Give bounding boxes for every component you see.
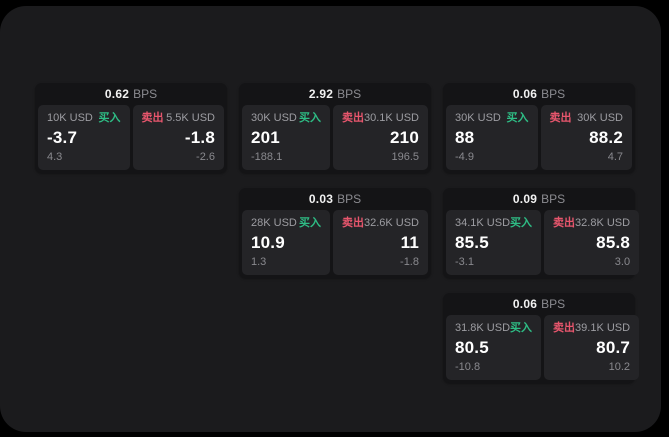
buy-tile[interactable]: 31.8K USD 买入 80.5 -10.8 xyxy=(446,315,542,380)
buy-side-label: 买入 xyxy=(98,112,121,124)
quote-card: 0.03 BPS 28K USD 买入 10.9 1.3 卖出 xyxy=(239,188,431,278)
bps-header: 0.09 BPS xyxy=(446,188,632,210)
buy-tile[interactable]: 30K USD 买入 88 -4.9 xyxy=(446,105,538,170)
sell-tile[interactable]: 卖出 32.8K USD 85.8 3.0 xyxy=(544,210,640,275)
bps-header: 2.92 BPS xyxy=(242,83,428,105)
buy-tile[interactable]: 28K USD 买入 10.9 1.3 xyxy=(242,210,330,275)
quote-body: 30K USD 买入 88 -4.9 卖出 30K USD 88.2 4.7 xyxy=(446,105,632,170)
bps-header: 0.06 BPS xyxy=(446,83,632,105)
sell-side-label: 卖出 xyxy=(553,217,576,229)
bps-value: 0.06 xyxy=(512,297,538,311)
buy-side-label: 买入 xyxy=(510,322,533,334)
sell-change: 196.5 xyxy=(391,151,419,163)
buy-change: -3.1 xyxy=(455,256,474,268)
buy-side-label: 买入 xyxy=(298,112,321,124)
sell-side-label: 卖出 xyxy=(141,112,164,124)
buy-amount: 30K USD xyxy=(251,112,297,124)
sell-price: 85.8 xyxy=(596,233,631,252)
buy-amount: 10K USD xyxy=(47,112,93,124)
sell-price: 88.2 xyxy=(589,128,623,147)
quotes-panel: 0.62 BPS 10K USD 买入 -3.7 4.3 卖出 xyxy=(0,6,661,432)
buy-tile[interactable]: 34.1K USD 买入 85.5 -3.1 xyxy=(446,210,542,275)
sell-amount: 32.8K USD xyxy=(575,217,631,229)
bps-value: 0.06 xyxy=(512,87,538,101)
buy-amount: 30K USD xyxy=(455,112,501,124)
sell-side-label: 卖出 xyxy=(341,112,364,124)
sell-change: 10.2 xyxy=(608,361,631,373)
buy-price: -3.7 xyxy=(47,128,78,147)
sell-amount: 32.6K USD xyxy=(363,217,419,229)
bps-unit: BPS xyxy=(541,297,566,311)
sell-change: -1.8 xyxy=(400,256,419,268)
sell-side-label: 卖出 xyxy=(549,112,572,124)
quote-card: 0.06 BPS 31.8K USD 买入 80.5 -10.8 卖 xyxy=(443,293,640,383)
bps-header: 0.06 BPS xyxy=(446,293,632,315)
sell-amount: 30K USD xyxy=(577,112,623,124)
bps-header: 0.62 BPS xyxy=(38,83,224,105)
sell-change: 3.0 xyxy=(614,256,631,268)
sell-amount: 5.5K USD xyxy=(166,112,215,124)
bps-value: 0.62 xyxy=(104,87,130,101)
buy-price: 201 xyxy=(251,128,280,147)
buy-side-label: 买入 xyxy=(510,217,533,229)
buy-price: 80.5 xyxy=(455,338,489,357)
buy-amount: 31.8K USD xyxy=(455,322,511,334)
buy-tile[interactable]: 10K USD 买入 -3.7 4.3 xyxy=(38,105,130,170)
quote-card: 2.92 BPS 30K USD 买入 201 -188.1 卖出 xyxy=(239,83,431,173)
bps-unit: BPS xyxy=(541,87,566,101)
buy-price: 88 xyxy=(455,128,475,147)
sell-tile[interactable]: 卖出 5.5K USD -1.8 -2.6 xyxy=(132,105,224,170)
buy-price: 85.5 xyxy=(455,233,489,252)
quotes-grid: 0.62 BPS 10K USD 买入 -3.7 4.3 卖出 xyxy=(35,83,640,383)
bps-unit: BPS xyxy=(541,192,566,206)
quote-body: 31.8K USD 买入 80.5 -10.8 卖出 39.1K USD 80.… xyxy=(446,315,640,380)
sell-side-label: 卖出 xyxy=(341,217,364,229)
sell-price: -1.8 xyxy=(184,128,215,147)
quote-card: 0.09 BPS 34.1K USD 买入 85.5 -3.1 卖出 xyxy=(443,188,640,278)
quote-card: 0.06 BPS 30K USD 买入 88 -4.9 卖出 xyxy=(443,83,635,173)
sell-price: 80.7 xyxy=(596,338,631,357)
quote-card: 0.62 BPS 10K USD 买入 -3.7 4.3 卖出 xyxy=(35,83,227,173)
sell-change: 4.7 xyxy=(607,151,623,163)
quote-body: 34.1K USD 买入 85.5 -3.1 卖出 32.8K USD 85.8… xyxy=(446,210,640,275)
bps-unit: BPS xyxy=(133,87,158,101)
bps-value: 0.03 xyxy=(308,192,334,206)
quote-body: 30K USD 买入 201 -188.1 卖出 30.1K USD 210 1… xyxy=(242,105,428,170)
buy-change: 1.3 xyxy=(251,256,267,268)
sell-change: -2.6 xyxy=(196,151,215,163)
buy-price: 10.9 xyxy=(251,233,285,252)
buy-amount: 28K USD xyxy=(251,217,297,229)
buy-tile[interactable]: 30K USD 买入 201 -188.1 xyxy=(242,105,330,170)
bps-header: 0.03 BPS xyxy=(242,188,428,210)
buy-side-label: 买入 xyxy=(506,112,529,124)
sell-amount: 39.1K USD xyxy=(575,322,631,334)
sell-tile[interactable]: 卖出 32.6K USD 11 -1.8 xyxy=(332,210,428,275)
sell-side-label: 卖出 xyxy=(553,322,576,334)
quote-body: 28K USD 买入 10.9 1.3 卖出 32.6K USD 11 -1.8 xyxy=(242,210,428,275)
buy-amount: 34.1K USD xyxy=(455,217,511,229)
sell-amount: 30.1K USD xyxy=(363,112,419,124)
sell-tile[interactable]: 卖出 39.1K USD 80.7 10.2 xyxy=(544,315,640,380)
buy-change: 4.3 xyxy=(47,151,63,163)
buy-change: -188.1 xyxy=(251,151,283,163)
sell-price: 11 xyxy=(400,233,419,252)
bps-value: 2.92 xyxy=(308,87,334,101)
sell-price: 210 xyxy=(390,128,419,147)
bps-unit: BPS xyxy=(337,192,362,206)
buy-change: -10.8 xyxy=(455,361,481,373)
bps-unit: BPS xyxy=(337,87,362,101)
sell-tile[interactable]: 卖出 30.1K USD 210 196.5 xyxy=(332,105,428,170)
sell-tile[interactable]: 卖出 30K USD 88.2 4.7 xyxy=(540,105,632,170)
buy-side-label: 买入 xyxy=(298,217,321,229)
bps-value: 0.09 xyxy=(512,192,538,206)
buy-change: -4.9 xyxy=(455,151,474,163)
quote-body: 10K USD 买入 -3.7 4.3 卖出 5.5K USD -1.8 -2.… xyxy=(38,105,224,170)
